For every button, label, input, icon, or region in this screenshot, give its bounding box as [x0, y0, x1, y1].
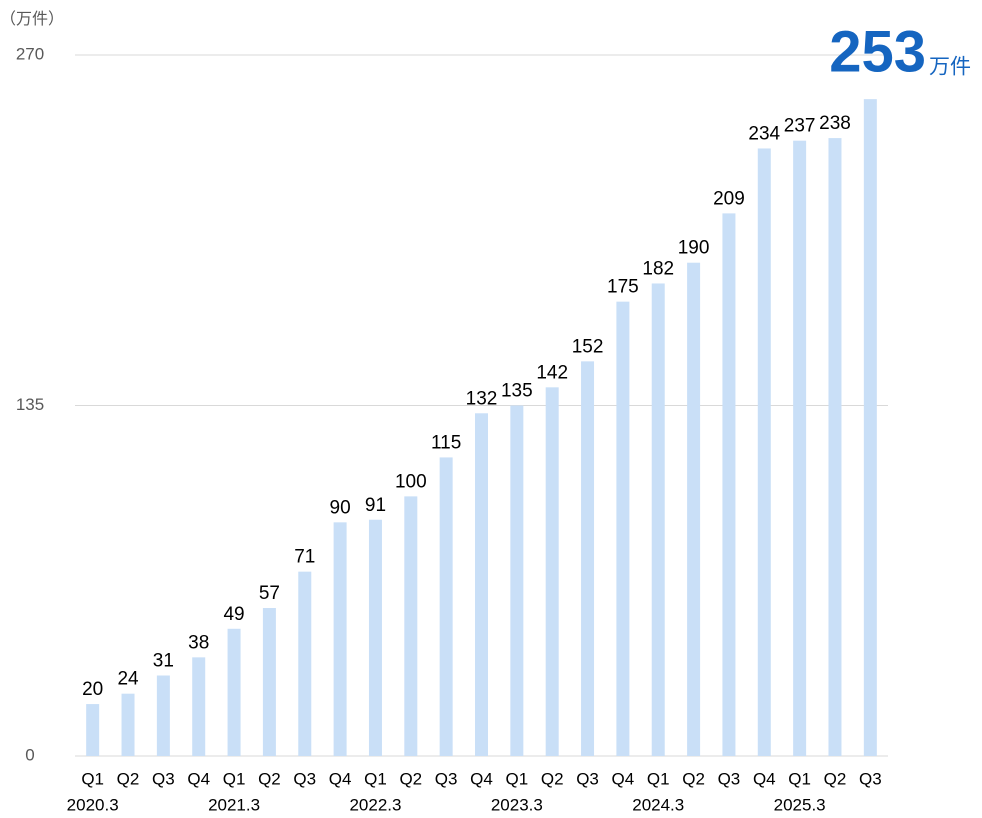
bar: [368, 519, 382, 756]
x-tick-label: Q4: [187, 769, 210, 788]
value-label: 20: [82, 679, 103, 700]
bar: [439, 457, 453, 756]
value-label: 115: [431, 432, 461, 453]
y-tick-label: 270: [16, 44, 44, 63]
bar: [722, 213, 736, 756]
x-tick-label: Q2: [258, 769, 281, 788]
group-label: 2024.3: [632, 795, 684, 814]
highlight-label: 253: [829, 19, 926, 84]
bar: [581, 361, 595, 756]
x-tick-label: Q3: [435, 769, 458, 788]
value-label: 57: [259, 583, 280, 604]
bar: [156, 675, 170, 756]
x-tick-label: Q1: [223, 769, 246, 788]
group-label: 2025.3: [774, 795, 826, 814]
value-label: 190: [678, 238, 710, 259]
x-tick-label: Q4: [329, 769, 352, 788]
x-tick-label: Q1: [81, 769, 104, 788]
bar: [333, 522, 347, 756]
bar: [404, 496, 418, 756]
bar: [262, 608, 276, 756]
value-label: 38: [188, 632, 209, 653]
value-label: 132: [466, 388, 498, 409]
x-tick-label: Q2: [824, 769, 847, 788]
bar: [86, 704, 100, 756]
x-tick-label: Q4: [470, 769, 493, 788]
bar: [227, 628, 241, 756]
value-label: 91: [365, 495, 386, 516]
bar: [545, 387, 559, 756]
bar: [475, 413, 488, 756]
x-tick-label: Q1: [506, 769, 529, 788]
y-tick-label: 135: [16, 395, 44, 414]
value-label: 135: [501, 381, 533, 402]
value-label: 182: [642, 258, 674, 279]
y-tick-label: 0: [25, 745, 34, 764]
value-label: 175: [607, 277, 639, 298]
x-tick-label: Q4: [612, 769, 635, 788]
x-tick-label: Q4: [753, 769, 776, 788]
x-tick-label: Q1: [647, 769, 670, 788]
group-label: 2021.3: [208, 795, 260, 814]
bar: [757, 148, 771, 756]
value-label: 90: [330, 497, 351, 518]
group-label: 2020.3: [67, 795, 119, 814]
x-tick-label: Q1: [364, 769, 387, 788]
x-tick-label: Q3: [576, 769, 599, 788]
value-label: 31: [153, 651, 174, 672]
value-label: 209: [713, 188, 745, 209]
bar: [828, 138, 842, 756]
bar: [616, 301, 630, 756]
bar: [192, 657, 206, 756]
x-tick-label: Q3: [718, 769, 741, 788]
value-label: 142: [536, 362, 568, 383]
value-label: 100: [395, 471, 427, 492]
value-label: 234: [748, 123, 780, 144]
value-label: 49: [223, 604, 244, 625]
value-label: 238: [819, 113, 851, 134]
bar: [687, 262, 701, 756]
bar: [863, 99, 877, 757]
x-tick-label: Q2: [541, 769, 564, 788]
bar: [793, 140, 807, 756]
value-label: 24: [117, 669, 139, 690]
group-label: 2023.3: [491, 795, 543, 814]
bar: [121, 693, 135, 756]
x-tick-label: Q2: [117, 769, 140, 788]
highlight-unit: 万件: [929, 56, 971, 79]
bar: [298, 571, 312, 756]
bar: [510, 405, 524, 756]
y-unit: （万件）: [0, 10, 64, 28]
x-tick-label: Q3: [152, 769, 175, 788]
x-tick-label: Q1: [788, 769, 811, 788]
x-tick-label: Q3: [859, 769, 882, 788]
x-tick-label: Q3: [293, 769, 316, 788]
value-label: 237: [784, 116, 816, 137]
group-label: 2022.3: [349, 795, 401, 814]
value-label: 152: [572, 336, 604, 357]
value-label: 71: [294, 547, 315, 568]
x-tick-label: Q2: [682, 769, 705, 788]
x-tick-label: Q2: [399, 769, 422, 788]
bar: [651, 283, 665, 756]
